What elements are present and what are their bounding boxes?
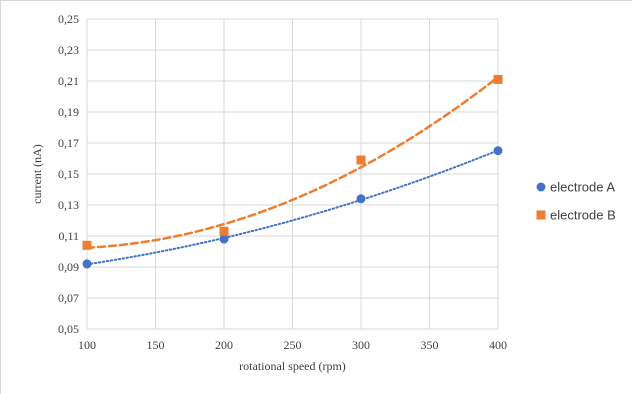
data-point-series-2 [493, 74, 503, 84]
x-tick-label: 100 [78, 338, 96, 352]
x-tick-label: 250 [284, 338, 302, 352]
y-axis-ticks: 0,05 0,07 0,09 0,11 0,13 0,15 0,17 0,19 0,21 0,23… [58, 12, 79, 336]
y-tick-label: 0,15 [58, 167, 79, 181]
legend: electrode A electrode B [536, 180, 616, 223]
y-tick-label: 0,21 [58, 74, 79, 88]
data-point-series-1 [493, 146, 503, 156]
data-point-series-2 [356, 155, 366, 165]
trendlines [85, 75, 500, 266]
data-point-series-1 [219, 234, 229, 244]
legend-label-series-1: electrode A [550, 180, 615, 195]
y-axis-title: current (nA) [30, 144, 44, 204]
y-tick-label: 0,23 [58, 43, 79, 57]
y-tick-label: 0,05 [58, 322, 79, 336]
y-tick-label: 0,13 [58, 198, 79, 212]
y-tick-label: 0,25 [58, 12, 79, 26]
y-tick-label: 0,19 [58, 105, 79, 119]
x-axis-ticks: 100 150 200 250 300 350 400 [78, 338, 507, 352]
x-axis-title: rotational speed (rpm) [239, 359, 346, 373]
x-tick-label: 300 [352, 338, 370, 352]
trendline-series-2 [85, 75, 500, 249]
y-tick-label: 0,07 [58, 291, 79, 305]
y-tick-label: 0,11 [58, 229, 79, 243]
data-point-series-1 [356, 194, 366, 204]
data-point-series-2 [82, 240, 92, 250]
legend-marker-series-2 [536, 210, 546, 220]
legend-label-series-2: electrode B [550, 208, 616, 223]
x-tick-label: 200 [215, 338, 233, 352]
data-point-series-2 [219, 226, 229, 236]
legend-marker-series-1 [536, 182, 546, 192]
trendline-series-1 [86, 149, 499, 266]
x-tick-label: 150 [147, 338, 165, 352]
y-tick-label: 0,17 [58, 136, 79, 150]
x-tick-label: 400 [489, 338, 507, 352]
x-tick-label: 350 [421, 338, 439, 352]
y-tick-label: 0,09 [58, 260, 79, 274]
grid [86, 18, 499, 330]
data-point-series-1 [82, 259, 92, 269]
data-points [82, 74, 503, 269]
